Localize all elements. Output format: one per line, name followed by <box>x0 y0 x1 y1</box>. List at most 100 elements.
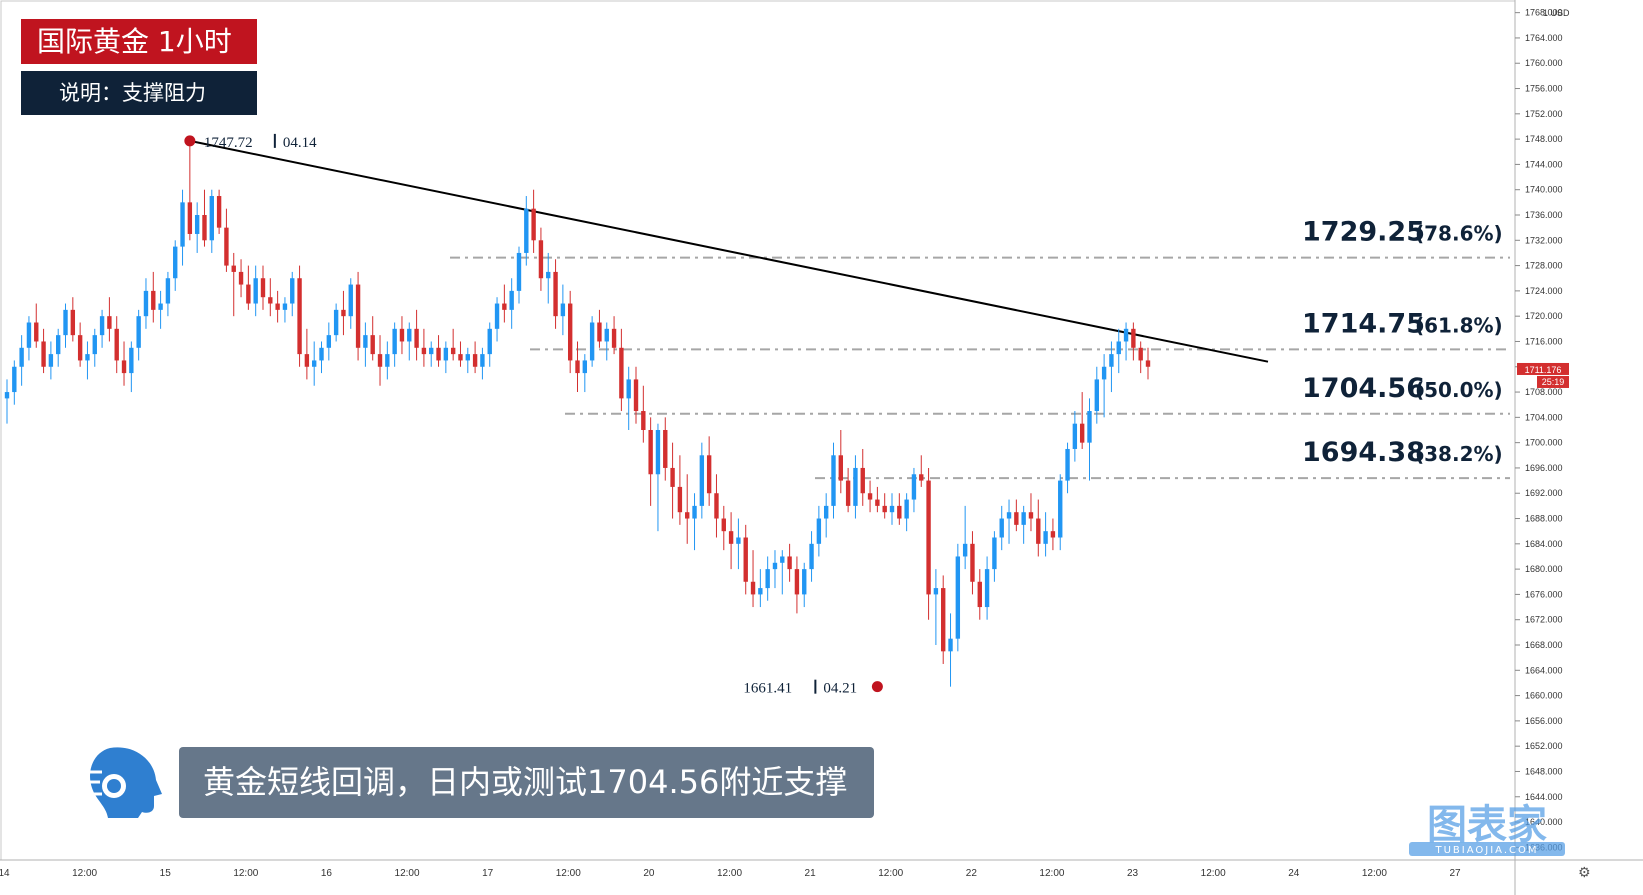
candle <box>63 303 68 348</box>
y-tick-label: 1716.000 <box>1525 336 1563 346</box>
y-tick-label: 1660.000 <box>1525 691 1563 701</box>
watermark-en: TUBIAOJIA.COM <box>1435 845 1539 856</box>
candle <box>34 303 39 348</box>
candle <box>845 467 851 513</box>
candle-body <box>1014 512 1019 525</box>
candle-body <box>465 354 470 361</box>
candle <box>385 341 390 380</box>
candle-body <box>838 455 844 481</box>
candle-body <box>224 227 229 266</box>
y-tick-label: 1648.000 <box>1525 766 1563 776</box>
candle-body <box>333 309 339 336</box>
candle-body <box>399 328 405 342</box>
candle <box>487 322 492 367</box>
candle-body <box>429 347 434 355</box>
gear-icon[interactable]: ⚙ <box>1578 865 1591 881</box>
candle <box>121 341 127 386</box>
candle <box>4 379 10 424</box>
candle <box>1043 512 1048 557</box>
candle-body <box>502 303 507 310</box>
candles <box>4 140 1151 687</box>
candle-body <box>1101 366 1107 380</box>
y-tick-label: 1732.000 <box>1525 235 1563 245</box>
candle-body <box>458 354 463 361</box>
candle-body <box>655 430 661 475</box>
candle <box>626 366 631 430</box>
candle-body <box>831 455 836 506</box>
candle-body <box>268 297 273 304</box>
candle-body <box>282 303 288 310</box>
candle-body <box>809 543 814 570</box>
candle-body <box>860 467 865 494</box>
candle <box>1065 442 1070 494</box>
candle-body <box>443 347 449 361</box>
candle <box>809 531 814 582</box>
candle <box>143 278 149 329</box>
candle <box>567 290 573 374</box>
candle-body <box>641 411 646 430</box>
candle-body <box>1072 423 1078 449</box>
candle <box>1101 354 1107 418</box>
candle-body <box>567 303 573 361</box>
candle-body <box>721 518 726 532</box>
candle-body <box>253 278 258 304</box>
candle <box>794 556 800 614</box>
candle-body <box>472 354 478 367</box>
candle-body <box>889 505 895 513</box>
candle-body <box>582 360 588 374</box>
candle-body <box>421 347 427 355</box>
candle-body <box>977 581 982 608</box>
candle <box>553 259 558 329</box>
y-tick-label: 1764.000 <box>1525 33 1563 43</box>
candle-body <box>275 303 280 310</box>
candle-body <box>897 505 902 519</box>
candle-body <box>1065 448 1070 481</box>
candle-body <box>107 316 112 329</box>
y-tick-label: 1704.000 <box>1525 412 1563 422</box>
candle <box>538 227 544 291</box>
candle-body <box>304 354 310 367</box>
fib-price-label: 1694.38 <box>1302 437 1425 468</box>
y-tick-label: 1752.000 <box>1525 109 1563 119</box>
candle <box>1145 347 1151 380</box>
x-tick-label: 12:00 <box>1039 868 1064 879</box>
candle-body <box>992 537 997 570</box>
candle-body <box>553 271 558 317</box>
candle-body <box>216 196 222 228</box>
candle <box>736 518 741 570</box>
candle <box>450 328 456 361</box>
candle <box>85 341 90 380</box>
candle-body <box>794 569 800 595</box>
candle-body <box>970 543 975 582</box>
candle-body <box>231 265 236 272</box>
x-tick-label: 14 <box>0 868 10 879</box>
candle <box>429 341 434 367</box>
candle-body <box>407 328 412 342</box>
candle-body <box>1131 328 1136 348</box>
candle-body <box>875 499 880 506</box>
candle-body <box>546 271 551 279</box>
candle <box>268 278 273 317</box>
candle-body <box>1058 480 1063 538</box>
candle-body <box>575 360 580 374</box>
candle-body <box>136 316 141 348</box>
candle-body <box>1021 512 1026 525</box>
candle <box>414 309 419 361</box>
price-axis[interactable]: 1768.000 1764.000 1760.000 1756.000 1752.000… <box>1515 8 1570 853</box>
low-marker-price: 1661.41 <box>743 681 792 697</box>
candle <box>56 328 61 367</box>
candle-body <box>56 335 61 355</box>
candle <box>962 505 968 570</box>
candle <box>231 252 236 317</box>
candle <box>494 297 500 342</box>
currency-label: 1 USD <box>1543 8 1570 18</box>
time-axis[interactable]: 14 12:00 15 12:00 16 12:00 17 12:00 20 12:00 21 12:… <box>0 865 1591 881</box>
candle <box>911 467 917 513</box>
candle-body <box>129 347 134 374</box>
y-tick-label: 1684.000 <box>1525 539 1563 549</box>
candle-body <box>41 341 46 367</box>
candle-body <box>1079 423 1085 443</box>
candle <box>224 208 229 272</box>
candle <box>677 455 683 525</box>
candle-body <box>670 467 675 487</box>
